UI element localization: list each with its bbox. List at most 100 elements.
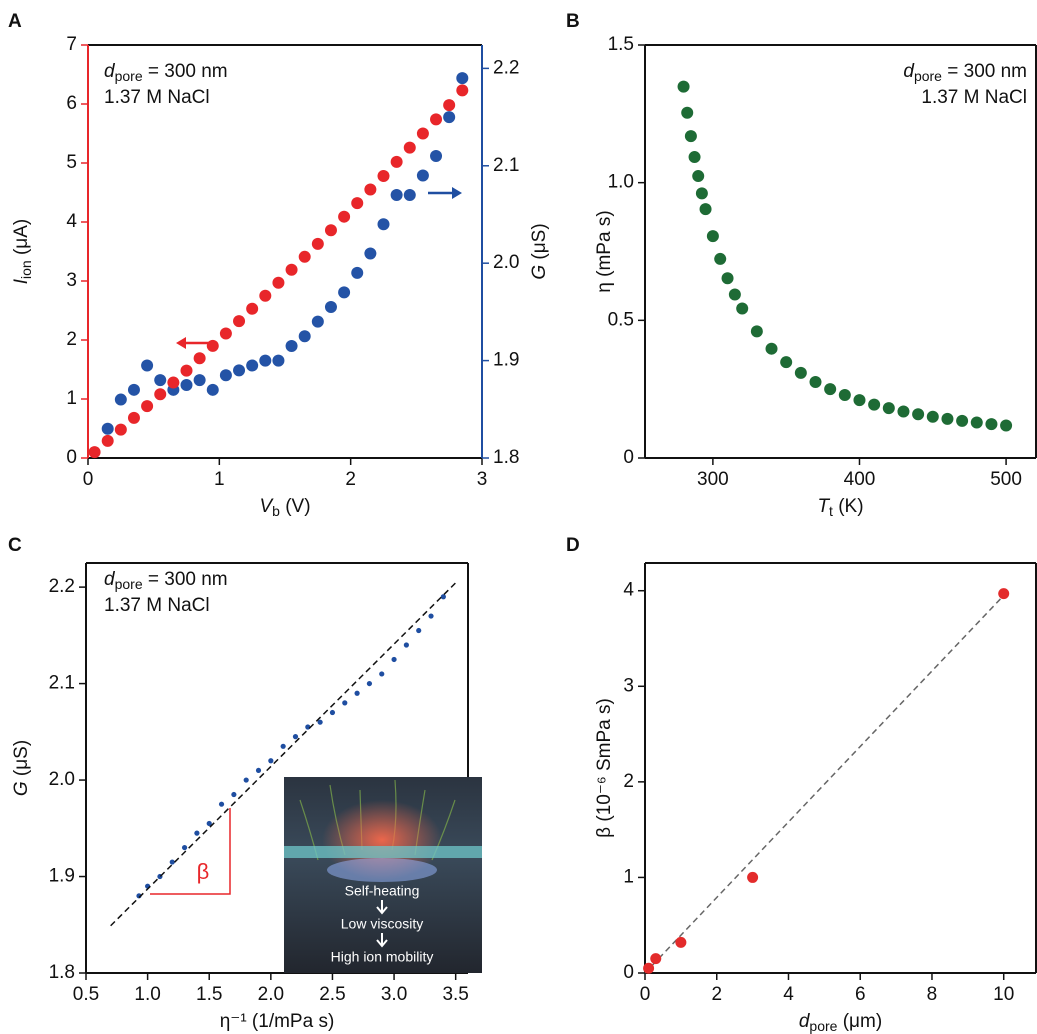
data-point [403,642,409,648]
data-point [181,844,188,851]
data-point [853,394,866,407]
y-tick-label: 3 [623,675,634,696]
x-tick-label: 3 [477,469,488,490]
x-axis-label: Tt (K) [817,496,863,519]
y-axis-label: G (μS) [11,740,32,796]
y-axis-label: Iion (μA) [11,219,34,285]
data-point [403,189,416,202]
y-axis-label: β (10⁻⁶ SmPa s) [594,698,615,838]
text-part: (μS) [529,223,550,265]
data-point [794,366,807,379]
slope-label: β [197,859,210,884]
annotation: dpore = 300 nm [104,569,228,592]
y-tick-label: 2 [623,771,634,792]
annotation: dpore = 300 nm [903,61,1027,84]
data-point [259,289,272,302]
data-point [416,127,429,140]
data-point [154,388,167,401]
text-part: V [259,496,274,517]
x-tick-label: 3.0 [381,984,407,1005]
y-tick-label: 2.0 [49,769,75,790]
data-point [390,189,403,202]
data-point [882,402,895,415]
data-point [329,709,336,716]
inset-label: High ion mobility [331,949,434,965]
x-tick-label: 10 [993,984,1014,1005]
x-tick-label: 1 [214,469,225,490]
data-point [317,719,323,725]
data-point [194,830,200,836]
data-point [650,953,662,965]
annotation: dpore = 300 nm [104,61,228,84]
data-point [246,359,259,372]
data-point [88,446,101,459]
y2-tick-label: 2.0 [493,252,519,273]
data-point [218,801,225,807]
data-point [285,339,298,352]
text-part: pore [115,68,143,84]
data-point [403,141,416,154]
text-part: = 300 nm [143,61,228,82]
y2-tick-label: 2.1 [493,155,519,176]
y2-tick-label: 1.8 [493,447,519,468]
text-part: d [903,61,915,82]
x-axis-label: dpore (μm) [799,1011,882,1034]
inset-pore [327,858,437,882]
text-part: G [11,781,32,796]
x-tick-label: 2.5 [319,984,345,1005]
text-part: (μS) [11,740,32,782]
x-tick-label: 0.5 [73,984,99,1005]
inset-membrane [284,846,482,858]
x-tick-label: 3.5 [442,984,468,1005]
data-point [416,627,422,634]
x-tick-label: 1.5 [196,984,222,1005]
text-part: d [104,569,116,590]
data-point [443,99,456,112]
data-point [169,859,175,865]
data-point [456,84,469,97]
text-part: = 300 nm [143,569,228,590]
data-point [695,187,708,200]
data-point [416,169,429,182]
text-part: pore [914,68,942,84]
right-arrow-head [452,187,462,199]
annotation: 1.37 M NaCl [921,87,1027,108]
y2-axis-label: G (μS) [529,223,550,279]
text-part: I [11,278,32,284]
data-point [440,594,446,600]
panel-label: D [566,535,580,556]
data-point [292,734,299,740]
x-tick-label: 300 [697,469,729,490]
data-point [681,106,694,119]
text-part: (K) [833,496,864,517]
y2-tick-label: 1.9 [493,350,519,371]
data-point [180,364,193,377]
data-point [780,356,793,369]
x-tick-label: 1.0 [134,984,160,1005]
data-point [206,820,212,827]
y-tick-label: 4 [623,580,634,601]
data-point [956,414,969,427]
data-point [897,405,910,418]
data-point [246,302,259,315]
data-point [338,210,351,223]
data-point [272,354,285,367]
x-tick-label: 2 [711,984,722,1005]
y-tick-label: 5 [66,152,77,173]
x-tick-label: 4 [783,984,794,1005]
y-tick-label: 1 [623,866,634,887]
data-point [390,155,403,168]
y-tick-label: 1.9 [49,866,75,887]
data-point [684,130,697,143]
data-point [692,170,705,183]
y-tick-label: 3 [66,270,77,291]
data-point [127,411,140,424]
data-point [428,613,434,619]
data-point [114,393,127,406]
data-point [305,724,311,730]
data-point [1000,419,1013,432]
text-part: d [799,1011,811,1032]
text-part: d [104,61,116,82]
data-point [233,364,246,377]
